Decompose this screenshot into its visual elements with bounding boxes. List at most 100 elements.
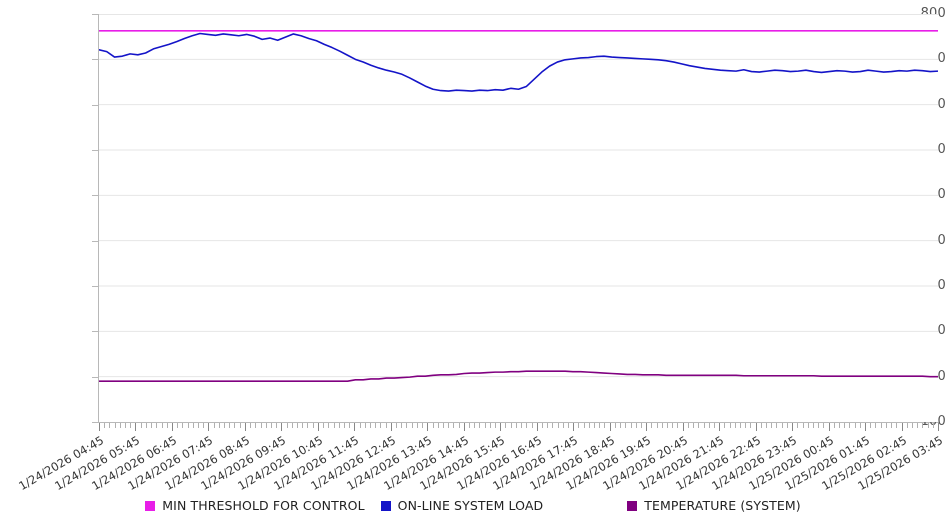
y-tick-mark (92, 376, 98, 378)
x-tick-minor (823, 423, 825, 428)
x-tick-label: 1/24/2026 17:45 (490, 433, 581, 494)
x-tick-minor (557, 423, 559, 428)
x-tick-minor (364, 423, 366, 428)
x-tick-minor (432, 423, 434, 428)
y-tick-label: 0 (937, 368, 946, 384)
x-tick-minor (349, 423, 351, 428)
gridlines (99, 14, 938, 378)
x-tick-minor (474, 423, 476, 428)
x-tick-minor (109, 423, 111, 428)
x-tick-minor (583, 423, 585, 428)
x-tick-major (682, 423, 684, 431)
x-tick-major (390, 423, 392, 431)
x-tick-minor (119, 423, 121, 428)
x-tick-minor (906, 423, 908, 428)
x-tick-label: 1/24/2026 18:45 (526, 433, 617, 494)
x-tick-major (828, 423, 830, 431)
x-tick-minor (255, 423, 257, 428)
x-tick-label: 1/24/2026 06:45 (89, 433, 180, 494)
x-tick-minor (854, 423, 856, 428)
x-tick-minor (672, 423, 674, 428)
x-tick-minor (922, 423, 924, 428)
x-tick-minor (213, 423, 215, 428)
x-tick-label: 1/24/2026 15:45 (417, 433, 508, 494)
x-tick-minor (234, 423, 236, 428)
x-tick-minor (343, 423, 345, 428)
x-tick-label: 1/24/2026 21:45 (636, 433, 727, 494)
x-tick-major (463, 423, 465, 431)
legend-color-swatch (380, 500, 391, 511)
x-tick-minor (375, 423, 377, 428)
x-tick-minor (145, 423, 147, 428)
x-tick-minor (833, 423, 835, 428)
legend-item[interactable]: TEMPERATURE (SYSTEM) (627, 498, 801, 513)
x-tick-minor (917, 423, 919, 428)
x-tick-major (354, 423, 356, 431)
x-tick-label: 1/24/2026 22:45 (672, 433, 763, 494)
chart-legend: MIN THRESHOLD FOR CONTROL ON-LINE SYSTEM … (0, 498, 946, 513)
x-tick-major (755, 423, 757, 431)
x-tick-label: 1/24/2026 10:45 (235, 433, 325, 494)
x-tick-minor (776, 423, 778, 428)
x-tick-label: 1/24/2026 12:45 (308, 433, 398, 494)
x-tick-minor (453, 423, 455, 428)
x-tick-minor (687, 423, 689, 428)
x-tick-minor (729, 423, 731, 428)
x-axis-line (98, 422, 939, 423)
x-tick-minor (677, 423, 679, 428)
x-tick-minor (911, 423, 913, 428)
x-tick-major (719, 423, 721, 431)
legend-item[interactable]: ON-LINE SYSTEM LOAD (380, 498, 544, 513)
x-tick-minor (114, 423, 116, 428)
legend-item[interactable]: MIN THRESHOLD FOR CONTROL (145, 498, 365, 513)
x-tick-minor (468, 423, 470, 428)
x-tick-minor (239, 423, 241, 428)
x-tick-minor (484, 423, 486, 428)
x-tick-label: 1/24/2026 08:45 (162, 433, 253, 494)
x-tick-minor (797, 423, 799, 428)
x-tick-minor (771, 423, 773, 428)
x-tick-minor (396, 423, 398, 428)
x-tick-minor (291, 423, 293, 428)
x-tick-minor (328, 423, 330, 428)
y-tick-mark (92, 331, 98, 333)
x-tick-minor (734, 423, 736, 428)
x-tick-major (500, 423, 502, 431)
x-tick-minor (521, 423, 523, 428)
x-tick-label: 1/24/2026 23:45 (709, 433, 800, 494)
x-tick-label: 1/24/2026 09:45 (198, 433, 289, 494)
x-tick-minor (442, 423, 444, 428)
x-axis-labels: 1/24/2026 04:45 1/24/2026 05:45 1/24/2026 … (0, 422, 946, 494)
x-tick-label: 1/24/2026 07:45 (125, 433, 216, 494)
x-tick-minor (265, 423, 267, 428)
x-tick-minor (739, 423, 741, 428)
y-tick-mark (92, 422, 98, 423)
x-tick-minor (333, 423, 335, 428)
x-tick-major (427, 423, 429, 431)
x-tick-minor (703, 423, 705, 428)
x-tick-minor (781, 423, 783, 428)
x-tick-minor (885, 423, 887, 428)
x-tick-minor (896, 423, 898, 428)
x-tick-minor (297, 423, 299, 428)
legend-label: MIN THRESHOLD FOR CONTROL (162, 498, 365, 513)
x-tick-label: 1/24/2026 14:45 (380, 433, 471, 494)
x-tick-label: 1/24/2026 16:45 (453, 433, 544, 494)
x-tick-minor (125, 423, 127, 428)
legend-color-swatch (145, 500, 156, 511)
x-tick-minor (401, 423, 403, 428)
x-tick-minor (750, 423, 752, 428)
x-tick-minor (891, 423, 893, 428)
x-tick-major (609, 423, 611, 431)
x-tick-label: 1/25/2026 00:45 (745, 433, 836, 494)
x-tick-minor (198, 423, 199, 428)
x-tick-minor (661, 423, 663, 428)
x-tick-minor (218, 423, 220, 428)
x-tick-minor (276, 423, 278, 428)
x-tick-minor (495, 423, 497, 428)
x-tick-minor (786, 423, 788, 428)
x-tick-major (646, 423, 648, 431)
x-tick-minor (588, 423, 590, 428)
x-tick-minor (667, 423, 669, 428)
